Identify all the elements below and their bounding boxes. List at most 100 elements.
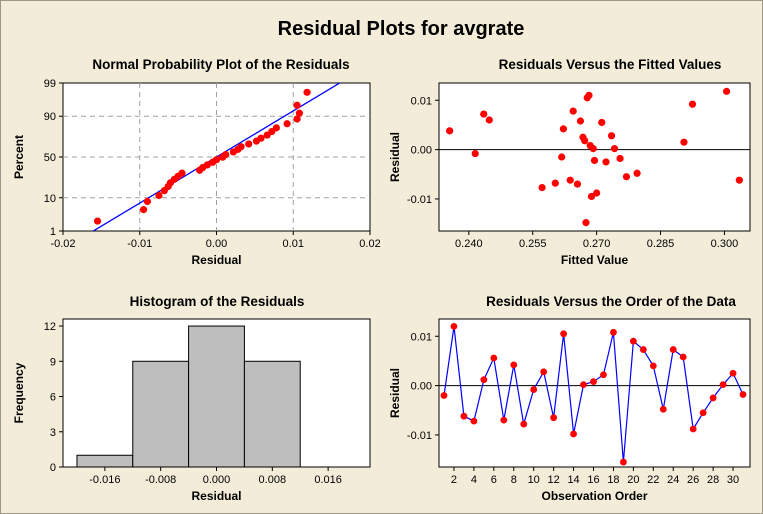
data-point xyxy=(538,183,546,192)
histogram-bar xyxy=(132,360,190,468)
x-tick-label: 0.01 xyxy=(283,238,304,250)
y-tick-label: 12 xyxy=(44,321,56,333)
x-tick-label: 14 xyxy=(567,474,579,486)
data-point xyxy=(610,328,617,336)
data-point xyxy=(587,192,596,201)
data-point xyxy=(679,353,687,361)
x-tick-label: -0.01 xyxy=(127,238,152,250)
data-point xyxy=(649,362,657,370)
data-point xyxy=(581,137,589,145)
data-point xyxy=(530,386,538,393)
data-point xyxy=(485,116,493,124)
data-point xyxy=(688,100,697,108)
data-point xyxy=(573,180,582,188)
data-point xyxy=(237,143,245,151)
x-tick-label: 12 xyxy=(548,474,560,486)
data-point xyxy=(570,430,577,438)
data-point xyxy=(680,138,688,146)
data-point xyxy=(155,191,163,200)
x-tick-label: 22 xyxy=(647,474,659,486)
data-point xyxy=(602,158,610,166)
x-tick-label: 16 xyxy=(587,474,599,486)
data-point xyxy=(689,425,697,433)
y-axis-label: Residual xyxy=(388,132,402,182)
data-point xyxy=(295,109,303,117)
y-tick-label: 90 xyxy=(44,111,56,123)
x-tick-label: 0.270 xyxy=(583,238,611,250)
y-tick-label: -0.01 xyxy=(407,194,432,206)
x-axis-label: Observation Order xyxy=(541,489,647,503)
data-point xyxy=(598,118,606,127)
data-point xyxy=(471,149,479,158)
y-tick-label: 1 xyxy=(50,226,56,238)
y-tick-label: 10 xyxy=(44,193,56,205)
x-axis-label: Fitted Value xyxy=(561,253,629,267)
data-point xyxy=(446,127,454,135)
data-point xyxy=(699,409,707,417)
data-point xyxy=(212,156,221,164)
data-point xyxy=(450,323,458,330)
data-point xyxy=(659,405,667,413)
y-tick-label: 6 xyxy=(50,392,56,404)
data-point xyxy=(550,414,558,422)
residuals-vs-fits-plot: Residuals Versus the Fitted Values Fitted… xyxy=(388,57,751,267)
x-tick-label: 0.285 xyxy=(647,238,675,250)
data-point xyxy=(589,145,597,153)
data-point xyxy=(460,412,468,420)
data-point xyxy=(593,189,601,197)
data-point xyxy=(93,217,102,225)
x-tick-label: 24 xyxy=(667,474,679,486)
x-tick-label: 0.016 xyxy=(314,474,342,486)
data-point xyxy=(560,330,567,338)
x-tick-label: 0.240 xyxy=(455,238,483,250)
x-tick-label: 8 xyxy=(511,474,517,486)
x-tick-label: -0.008 xyxy=(145,474,176,486)
figure-title: Residual Plots for avgrate xyxy=(278,18,525,40)
data-point xyxy=(440,392,448,399)
panel-title: Residuals Versus the Fitted Values xyxy=(499,57,722,72)
data-point xyxy=(590,156,599,165)
data-point xyxy=(540,368,548,376)
x-tick-label: 28 xyxy=(707,474,719,486)
histogram-bar xyxy=(243,360,301,468)
data-point xyxy=(480,376,488,384)
data-point xyxy=(580,381,587,389)
histogram-bar xyxy=(76,454,134,468)
data-point xyxy=(293,101,301,109)
data-point xyxy=(709,394,717,402)
panel-title: Residuals Versus the Order of the Data xyxy=(486,294,736,309)
data-point xyxy=(639,346,647,353)
x-tick-label: 10 xyxy=(528,474,540,486)
y-axis-label: Frequency xyxy=(12,362,26,423)
x-tick-label: 0.00 xyxy=(206,238,227,250)
data-point xyxy=(470,417,478,425)
data-point xyxy=(178,169,186,177)
data-point xyxy=(719,381,727,389)
residual-histogram: Histogram of the Residuals Residual Freque… xyxy=(12,294,371,503)
y-tick-label: 50 xyxy=(44,152,56,164)
y-tick-label: 0 xyxy=(50,462,56,474)
data-point xyxy=(558,153,566,161)
data-point xyxy=(610,145,619,153)
y-tick-label: 99 xyxy=(44,78,56,90)
x-tick-label: -0.02 xyxy=(50,238,75,250)
data-point xyxy=(607,132,616,140)
histogram-bar xyxy=(188,325,245,468)
data-point xyxy=(576,117,585,125)
x-tick-label: 0.255 xyxy=(519,238,547,250)
panel-title: Normal Probability Plot of the Residuals xyxy=(92,57,349,72)
data-point xyxy=(272,124,280,132)
x-tick-label: 6 xyxy=(491,474,497,486)
y-axis-label: Percent xyxy=(12,135,26,179)
normal-probability-plot: Normal Probability Plot of the Residuals… xyxy=(12,57,381,267)
data-point xyxy=(566,176,574,184)
data-point xyxy=(551,179,559,187)
data-point xyxy=(500,416,508,424)
x-tick-label: 0.008 xyxy=(259,474,287,486)
data-point xyxy=(622,173,631,181)
data-point xyxy=(480,110,488,118)
data-point xyxy=(735,176,743,184)
x-axis-label: Residual xyxy=(191,489,241,503)
